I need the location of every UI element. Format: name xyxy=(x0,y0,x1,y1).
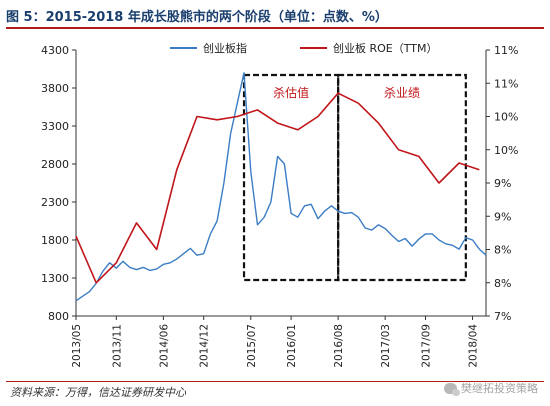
left-axis-ticks: 4300 3800 3300 2800 2300 1800 1300 800 xyxy=(41,44,76,323)
left-tick-label: 4300 xyxy=(41,44,69,57)
right-tick-label: 11% xyxy=(494,77,518,90)
legend-label-index: 创业板指 xyxy=(203,41,247,55)
right-tick-label: 7% xyxy=(494,310,511,323)
left-tick-label: 2800 xyxy=(41,158,69,171)
x-axis-ticks: 2013/05 2013/11 2014/06 2014/12 2015/07 2016/… xyxy=(71,316,480,368)
series-layer xyxy=(75,72,487,302)
x-tick-label: 2017/03 xyxy=(380,324,392,368)
left-tick-label: 1300 xyxy=(41,272,69,285)
x-tick-label: 2013/11 xyxy=(111,324,123,368)
annotation-box xyxy=(242,73,340,282)
series-line-roe xyxy=(75,92,480,284)
x-tick-label: 2017/09 xyxy=(421,324,433,368)
wechat-icon xyxy=(444,382,460,396)
x-tick-label: 2016/08 xyxy=(333,324,345,368)
left-tick-label: 3300 xyxy=(41,120,69,133)
right-axis-ticks: 11% 11% 10% 10% 9% 9% 8% 8% 7% xyxy=(486,44,518,323)
legend: 创业板指 创业板 ROE（TTM） xyxy=(170,41,437,55)
annotation-box xyxy=(337,73,467,282)
left-tick-label: 800 xyxy=(48,310,69,323)
right-tick-label: 9% xyxy=(494,210,511,223)
x-tick-label: 2013/05 xyxy=(71,324,83,368)
x-tick-label: 2015/07 xyxy=(246,324,258,368)
legend-item-roe: 创业板 ROE（TTM） xyxy=(300,41,437,55)
right-tick-label: 10% xyxy=(494,111,518,124)
left-tick-label: 1800 xyxy=(41,234,69,247)
legend-label-roe: 创业板 ROE（TTM） xyxy=(333,41,437,55)
source-note: 资料来源：万得，信达证券研发中心 xyxy=(10,386,186,399)
x-tick-label: 2014/12 xyxy=(199,324,211,368)
watermark-text: 樊继拓投资策略 xyxy=(461,382,538,395)
phase-annotations: 杀估值 杀业绩 xyxy=(242,73,467,282)
right-tick-label: 10% xyxy=(494,144,518,157)
right-tick-label: 8% xyxy=(494,277,511,290)
watermark: 樊继拓投资策略 xyxy=(444,380,538,396)
x-tick-label: 2018/04 xyxy=(468,324,480,368)
x-tick-label: 2016/01 xyxy=(286,324,298,368)
legend-item-index: 创业板指 xyxy=(170,41,247,55)
left-tick-label: 2300 xyxy=(41,196,69,209)
left-tick-label: 3800 xyxy=(41,82,69,95)
right-tick-label: 9% xyxy=(494,177,511,190)
title-divider xyxy=(6,27,544,29)
right-tick-label: 11% xyxy=(494,44,518,57)
source-divider xyxy=(6,381,544,382)
series-line-index xyxy=(75,72,487,302)
x-tick-label: 2014/06 xyxy=(158,324,170,368)
annotation-label: 杀估值 xyxy=(273,85,309,100)
right-tick-label: 8% xyxy=(494,244,511,257)
annotation-label: 杀业绩 xyxy=(384,85,420,100)
figure-title: 图 5：2015-2018 年成长股熊市的两个阶段（单位：点数、%） xyxy=(6,10,388,25)
